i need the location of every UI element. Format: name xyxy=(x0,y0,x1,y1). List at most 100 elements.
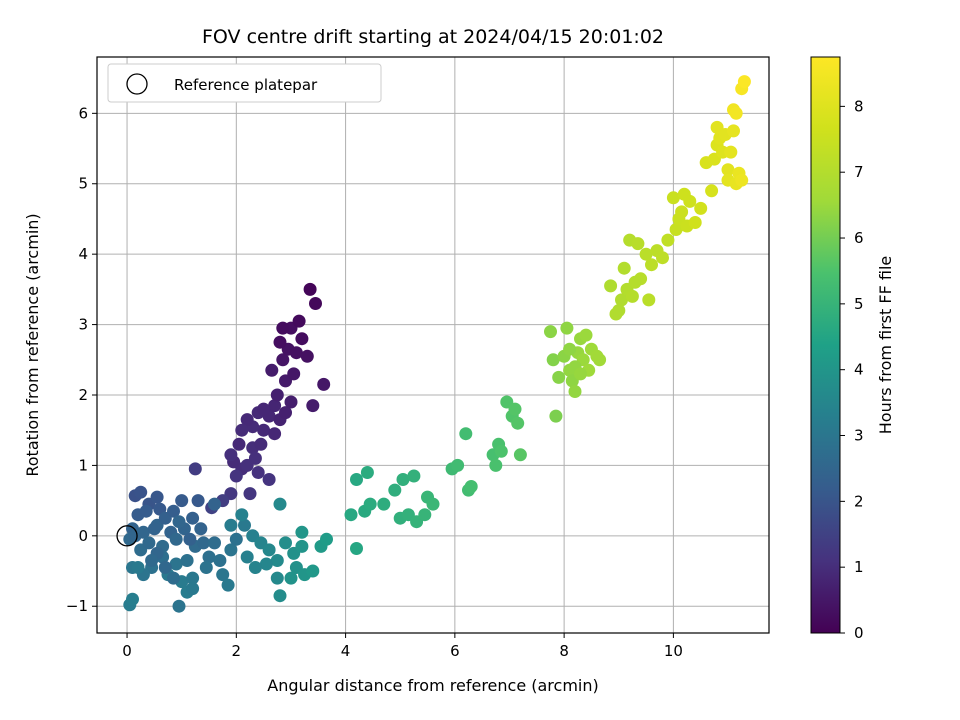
colorbar-gradient xyxy=(810,56,841,634)
data-point xyxy=(459,427,473,441)
data-point xyxy=(721,163,735,177)
data-point xyxy=(142,536,156,550)
data-point xyxy=(248,561,262,574)
data-point xyxy=(320,532,333,546)
data-point xyxy=(268,399,282,413)
data-point xyxy=(134,485,148,499)
data-point xyxy=(612,304,626,317)
data-point xyxy=(464,480,478,493)
data-point xyxy=(235,508,249,522)
data-point xyxy=(615,293,628,307)
data-point xyxy=(208,536,221,550)
x-tick-label: 4 xyxy=(341,642,351,660)
data-point xyxy=(186,582,200,596)
data-point xyxy=(363,497,377,511)
data-point xyxy=(273,497,287,511)
data-point xyxy=(202,550,216,564)
data-point xyxy=(317,377,331,391)
y-tick-label: 4 xyxy=(78,245,88,263)
data-point xyxy=(642,293,656,307)
data-point xyxy=(669,223,683,236)
data-point xyxy=(126,592,139,606)
data-point xyxy=(350,542,363,555)
data-point xyxy=(549,409,563,423)
data-point xyxy=(300,349,314,363)
data-point xyxy=(494,444,508,458)
data-point xyxy=(737,75,751,89)
data-point xyxy=(388,483,402,497)
data-point xyxy=(729,106,743,120)
data-point xyxy=(451,458,465,472)
data-point xyxy=(306,399,320,413)
colorbar-tick-label: 7 xyxy=(854,163,864,181)
data-point xyxy=(240,550,254,564)
data-point xyxy=(268,427,282,441)
data-point xyxy=(213,554,227,567)
data-point xyxy=(235,423,249,437)
data-point xyxy=(216,568,230,582)
data-point xyxy=(224,448,238,462)
data-point xyxy=(560,321,574,335)
data-point xyxy=(360,466,374,479)
data-point xyxy=(426,497,440,511)
data-point xyxy=(511,416,525,430)
data-point xyxy=(254,437,268,451)
data-point xyxy=(145,554,159,567)
colorbar-tick-label: 1 xyxy=(854,558,864,576)
data-point xyxy=(645,258,658,272)
data-point xyxy=(167,504,180,518)
data-point xyxy=(240,413,254,427)
x-tick-label: 2 xyxy=(232,642,242,660)
data-point xyxy=(273,335,287,349)
legend-box xyxy=(107,63,382,103)
data-point xyxy=(169,532,183,546)
data-point xyxy=(199,561,213,574)
data-point xyxy=(661,233,675,247)
colorbar-tick-label: 4 xyxy=(854,361,864,379)
colorbar: 0 1 2 3 4 5 6 7 8 Hours from first FF file xyxy=(810,56,895,642)
x-axis-label: Angular distance from reference (arcmin) xyxy=(267,676,598,695)
data-point xyxy=(224,518,238,532)
y-tick-label: 3 xyxy=(78,316,88,334)
data-point xyxy=(292,314,306,328)
y-axis-ticks: −1 0 1 2 3 4 5 6 xyxy=(66,104,97,615)
legend-label: Reference platepar xyxy=(174,76,318,94)
data-point xyxy=(229,532,243,546)
data-point xyxy=(705,184,719,198)
data-point xyxy=(175,494,189,508)
data-point xyxy=(279,406,292,420)
data-point xyxy=(262,473,276,486)
y-tick-label: 0 xyxy=(78,527,88,545)
data-point xyxy=(188,462,202,476)
data-point xyxy=(191,494,205,508)
colorbar-tick-label: 5 xyxy=(854,295,864,313)
data-point xyxy=(232,437,246,451)
data-point xyxy=(377,497,391,511)
data-point xyxy=(688,216,702,229)
colorbar-label: Hours from first FF file xyxy=(876,256,895,435)
data-point xyxy=(604,279,618,293)
x-tick-label: 8 xyxy=(559,642,569,660)
data-point xyxy=(270,571,284,585)
colorbar-tick-label: 8 xyxy=(854,97,864,115)
legend-marker-icon xyxy=(126,73,148,95)
data-point xyxy=(289,346,303,360)
data-point xyxy=(287,367,301,381)
data-point xyxy=(625,289,639,303)
colorbar-tick-label: 0 xyxy=(854,624,864,642)
data-point xyxy=(221,578,235,592)
data-point xyxy=(183,532,197,546)
data-point xyxy=(167,571,180,585)
data-point xyxy=(276,353,290,367)
x-tick-label: 0 xyxy=(122,642,132,660)
data-point xyxy=(172,599,186,613)
data-point xyxy=(295,525,309,539)
data-point xyxy=(197,536,210,550)
data-point xyxy=(546,353,560,367)
y-axis-label: Rotation from reference (arcmin) xyxy=(23,213,42,476)
data-point xyxy=(276,321,290,335)
data-point xyxy=(396,473,410,486)
data-point xyxy=(208,497,221,511)
data-point xyxy=(418,508,432,522)
